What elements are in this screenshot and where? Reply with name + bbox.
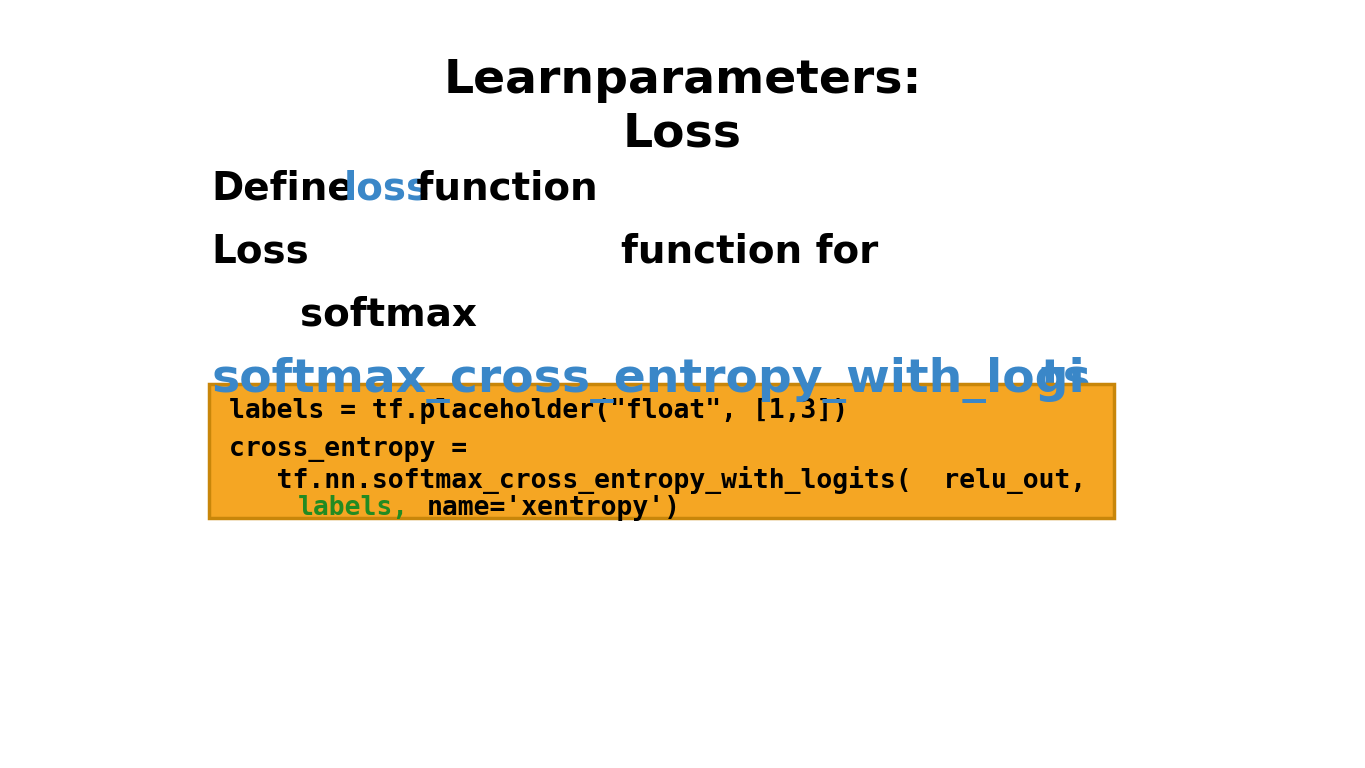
Text: softmax: softmax [300, 296, 478, 334]
Text: Loss: Loss [212, 233, 310, 271]
Text: function: function [403, 169, 598, 207]
Text: Learnparameters:: Learnparameters: [444, 58, 921, 103]
Text: name='xentropy'): name='xentropy') [427, 495, 681, 521]
Text: labels = tf.placeholder("float", [1,3]): labels = tf.placeholder("float", [1,3]) [229, 398, 849, 424]
Text: loss: loss [344, 169, 430, 207]
FancyBboxPatch shape [209, 384, 1114, 518]
Text: ts: ts [1040, 358, 1091, 402]
Text: softmax_cross_entropy_with_logi: softmax_cross_entropy_with_logi [212, 357, 1085, 403]
Text: tf.nn.softmax_cross_entropy_with_logits(  relu_out,: tf.nn.softmax_cross_entropy_with_logits(… [229, 466, 1087, 494]
Text: Loss: Loss [622, 112, 743, 157]
Text: function for: function for [621, 233, 878, 271]
Text: labels,: labels, [298, 495, 408, 521]
Text: Define: Define [212, 169, 355, 207]
Text: cross_entropy =: cross_entropy = [229, 436, 467, 462]
